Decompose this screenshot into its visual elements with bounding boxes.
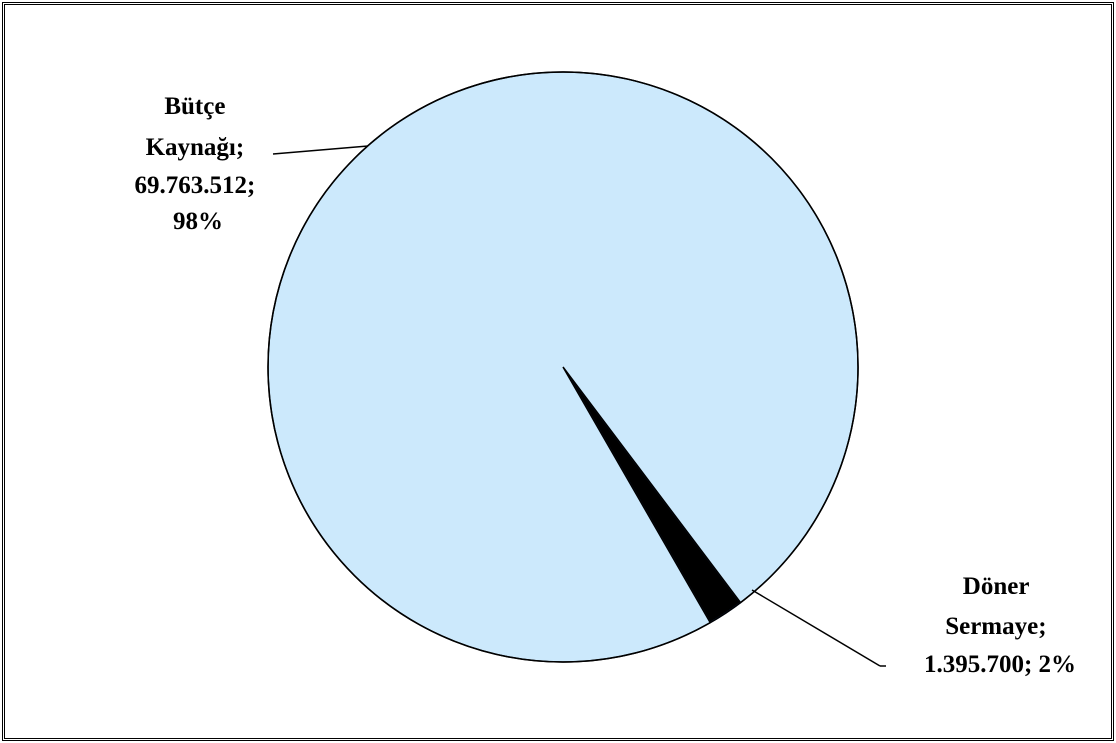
slice-label-butce-line-4: 98%: [173, 208, 223, 235]
pie-slice-butce-kaynagi: [267, 71, 859, 663]
slice-label-butce-line-2: Kaynağı;: [146, 134, 245, 161]
pie-outline: [267, 71, 859, 663]
slice-label-doner: Döner Sermaye; 1.395.700; 2%: [924, 573, 1076, 678]
pie-slices: [267, 71, 859, 663]
leader-line-butce: [272, 145, 369, 155]
slice-label-butce: Bütçe Kaynağı; 69.763.512; 98%: [134, 93, 261, 235]
slice-label-doner-line-2: Sermaye;: [945, 613, 1046, 640]
slice-label-butce-line-3: 69.763.512;: [134, 172, 255, 199]
slice-label-doner-line-3: 1.395.700; 2%: [924, 651, 1076, 678]
leader-line-doner: [751, 589, 881, 667]
slice-label-doner-line-1: Döner: [963, 573, 1030, 600]
slice-label-butce-line-1: Bütçe: [164, 93, 225, 120]
